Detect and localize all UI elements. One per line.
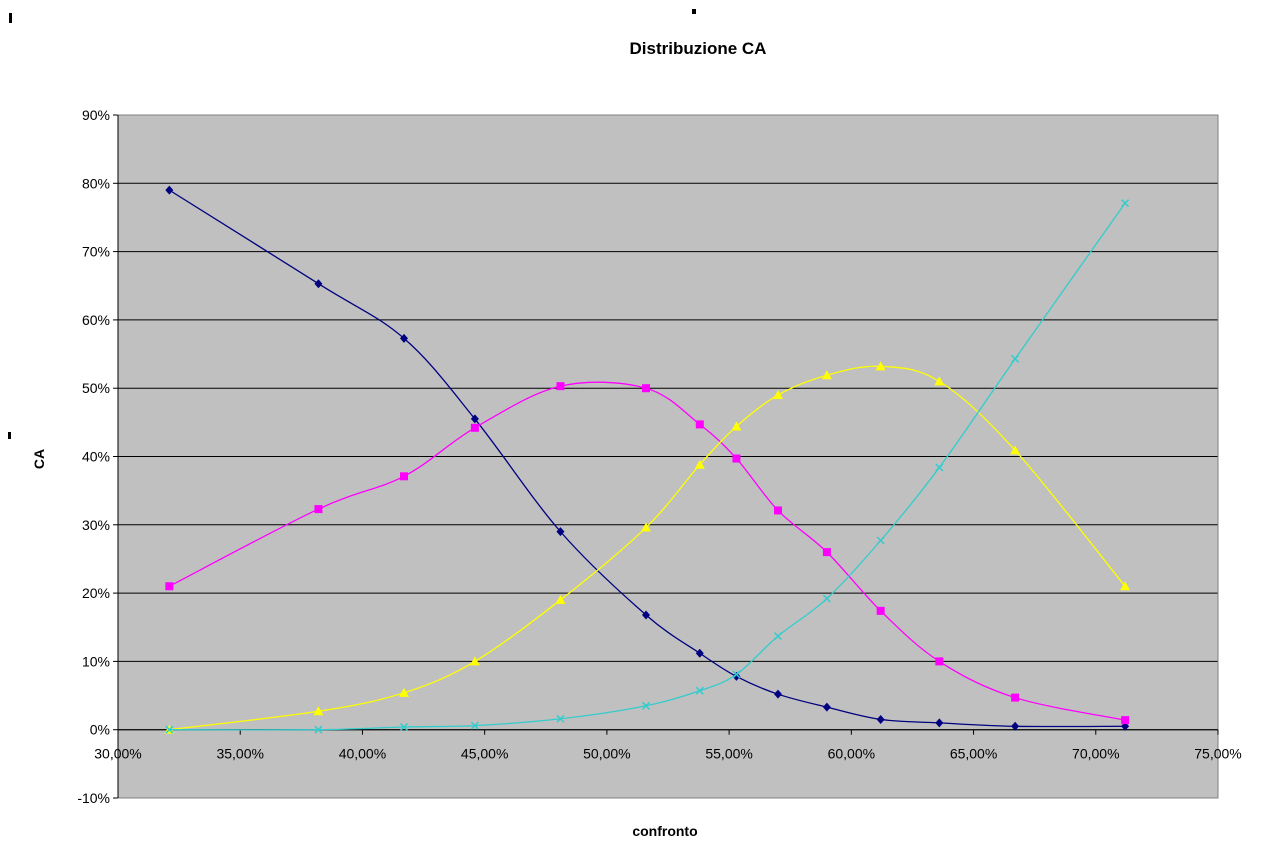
series-2-marker <box>935 657 944 666</box>
series-4-marker <box>399 722 409 731</box>
series-4-marker <box>641 701 651 710</box>
series-2-marker <box>1011 693 1020 702</box>
x-tick-label: 35,00% <box>216 746 263 762</box>
series-2-marker <box>695 420 704 429</box>
series-1-marker <box>556 527 565 537</box>
y-tick-label: 40% <box>82 449 110 465</box>
series-3-marker <box>694 459 705 469</box>
speck-mark <box>8 432 11 439</box>
x-tick-label: 75,00% <box>1194 746 1241 762</box>
series-2-marker <box>774 506 782 515</box>
series-1-marker <box>400 333 408 343</box>
series-1-marker <box>935 718 944 728</box>
series-2-marker <box>314 505 323 514</box>
series-2-marker <box>470 423 479 432</box>
y-tick-label: -10% <box>77 790 110 806</box>
series-1-marker <box>642 610 650 620</box>
y-tick-label: 90% <box>82 107 110 123</box>
series-2-marker <box>400 472 408 481</box>
series-4-marker <box>876 536 885 545</box>
series-4-marker <box>470 721 479 730</box>
series-2-marker <box>165 582 174 591</box>
y-tick-label: 50% <box>82 380 110 396</box>
x-tick-label: 65,00% <box>950 746 997 762</box>
y-tick-label: 30% <box>82 517 110 533</box>
y-axis-label: CA <box>31 449 47 469</box>
x-tick-label: 30,00% <box>94 746 141 762</box>
series-3-marker <box>875 361 886 371</box>
series-2-marker <box>876 606 885 615</box>
y-tick-label: 0% <box>90 722 110 738</box>
series-1-marker <box>314 279 323 289</box>
series-1-marker <box>822 702 831 712</box>
series-1-marker <box>470 414 479 424</box>
series-3-marker <box>313 706 324 716</box>
x-tick-label: 60,00% <box>828 746 875 762</box>
series-3-marker <box>821 370 832 380</box>
series-4-marker <box>773 632 783 641</box>
series-4-marker <box>556 714 565 723</box>
series-4-marker <box>1011 354 1020 363</box>
series-2-marker <box>642 384 650 393</box>
series-4-marker <box>732 670 741 679</box>
series-4-marker <box>165 725 174 734</box>
series-3-marker <box>1010 445 1021 455</box>
series-4-marker <box>1121 199 1130 208</box>
speck-mark <box>692 9 696 14</box>
series-1-marker <box>774 689 782 699</box>
y-tick-label: 70% <box>82 244 110 260</box>
series-3-marker <box>469 656 480 666</box>
speck-mark <box>9 13 12 23</box>
series-3-marker <box>399 687 409 697</box>
series-2-marker <box>732 454 741 463</box>
series-1-marker <box>876 714 885 724</box>
y-tick-label: 10% <box>82 653 110 669</box>
series-4-marker <box>695 686 704 695</box>
series-4-line <box>169 202 1126 731</box>
series-1-marker <box>695 648 704 658</box>
series-3-marker <box>731 421 742 431</box>
series-4-marker <box>935 463 944 472</box>
series-2-marker <box>556 382 565 391</box>
x-tick-label: 50,00% <box>583 746 630 762</box>
series-1-marker <box>165 185 174 195</box>
series-4-marker <box>314 725 323 734</box>
series-3-marker <box>641 522 651 532</box>
series-3-marker <box>934 376 945 386</box>
plot-area: -10% 0% 10% 20% 30% 40% 50% 60% 70% 80% 90% 30,00% 3… <box>77 107 1241 806</box>
y-tick-label: 60% <box>82 312 110 328</box>
series-4-marker <box>822 594 831 603</box>
x-axis-label: confronto <box>632 823 697 839</box>
x-tick-label: 45,00% <box>461 746 508 762</box>
series-3-marker <box>1120 581 1131 591</box>
series-3-marker <box>773 390 783 400</box>
x-tick-label: 70,00% <box>1072 746 1119 762</box>
chart-title: Distribuzione CA <box>630 39 767 58</box>
series-3-marker <box>555 594 566 604</box>
series-2-marker <box>1121 716 1130 725</box>
series-1-line <box>168 189 1126 728</box>
series-1-marker <box>1011 721 1020 731</box>
series-2-marker <box>822 548 831 557</box>
x-tick-label: 40,00% <box>339 746 386 762</box>
y-tick-label: 20% <box>82 585 110 601</box>
x-tick-label: 55,00% <box>705 746 752 762</box>
series-1-marker <box>732 671 741 681</box>
y-tick-label: 80% <box>82 175 110 191</box>
